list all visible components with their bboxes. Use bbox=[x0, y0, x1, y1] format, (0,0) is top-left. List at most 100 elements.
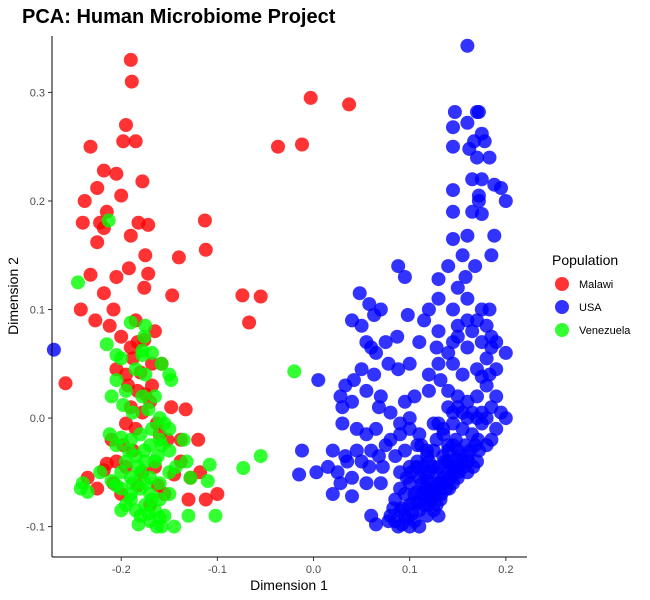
data-point bbox=[121, 261, 136, 276]
data-point bbox=[181, 508, 196, 523]
data-point bbox=[383, 405, 398, 420]
data-point bbox=[393, 427, 408, 442]
data-point bbox=[433, 492, 448, 507]
data-point bbox=[109, 373, 124, 388]
data-point bbox=[178, 402, 193, 417]
data-point bbox=[90, 235, 105, 250]
data-point bbox=[405, 506, 420, 521]
data-point bbox=[431, 272, 446, 287]
data-point bbox=[431, 416, 446, 431]
y-axis-title: Dimension 2 bbox=[5, 257, 21, 335]
data-point bbox=[345, 394, 359, 409]
chart-title: PCA: Human Microbiome Project bbox=[22, 6, 336, 28]
data-point bbox=[470, 389, 484, 404]
data-point bbox=[421, 302, 436, 317]
data-point bbox=[423, 476, 438, 491]
data-point bbox=[147, 389, 162, 404]
data-point bbox=[71, 275, 85, 290]
data-point bbox=[109, 270, 124, 284]
data-point bbox=[93, 465, 108, 480]
data-point bbox=[123, 228, 138, 243]
data-point bbox=[123, 315, 138, 330]
data-point bbox=[487, 228, 502, 243]
series-malawi bbox=[58, 52, 357, 512]
data-point bbox=[102, 318, 117, 333]
data-point bbox=[342, 97, 357, 112]
data-point bbox=[429, 465, 444, 480]
data-point bbox=[498, 411, 513, 426]
data-point bbox=[121, 443, 136, 458]
data-point bbox=[154, 356, 169, 371]
data-point bbox=[400, 308, 415, 322]
data-point bbox=[123, 52, 138, 67]
data-point bbox=[438, 454, 453, 469]
data-point bbox=[460, 115, 475, 130]
data-point bbox=[409, 459, 424, 474]
data-point bbox=[116, 134, 131, 149]
data-point bbox=[141, 266, 156, 281]
data-point bbox=[460, 340, 475, 355]
data-point bbox=[479, 411, 494, 426]
data-point bbox=[123, 340, 138, 355]
data-point bbox=[421, 367, 436, 382]
data-point bbox=[138, 476, 153, 491]
data-point bbox=[333, 476, 348, 491]
data-point bbox=[135, 389, 150, 404]
data-point bbox=[378, 335, 393, 350]
data-point bbox=[325, 443, 340, 458]
x-tick-label: -0.2 bbox=[112, 564, 131, 576]
data-point bbox=[375, 459, 390, 474]
data-point bbox=[447, 105, 462, 119]
plot-area bbox=[46, 38, 513, 534]
data-point bbox=[169, 459, 183, 474]
data-point bbox=[330, 465, 345, 480]
data-point bbox=[345, 470, 359, 485]
data-point bbox=[73, 302, 88, 317]
data-point bbox=[295, 443, 309, 458]
x-tick-label: 0.2 bbox=[498, 564, 513, 576]
data-point bbox=[421, 383, 436, 398]
data-point bbox=[119, 383, 133, 398]
series-venezuela bbox=[71, 213, 302, 534]
data-point bbox=[471, 105, 486, 119]
data-point bbox=[106, 302, 121, 317]
data-point bbox=[137, 329, 152, 344]
data-point bbox=[471, 194, 486, 208]
data-point bbox=[114, 329, 129, 344]
data-point bbox=[441, 345, 456, 360]
data-point bbox=[482, 367, 497, 382]
data-point bbox=[373, 389, 388, 404]
legend-label: Malawi bbox=[579, 279, 613, 291]
data-point bbox=[352, 286, 367, 301]
data-point bbox=[458, 270, 473, 284]
x-tick-label: 0.0 bbox=[306, 564, 321, 576]
data-point bbox=[446, 204, 460, 219]
data-point bbox=[390, 329, 405, 344]
series-usa bbox=[46, 38, 513, 534]
data-point bbox=[125, 405, 140, 420]
legend-item-malawi: Malawi bbox=[555, 277, 613, 291]
data-point bbox=[335, 416, 350, 431]
data-point bbox=[436, 427, 451, 442]
data-point bbox=[446, 302, 460, 317]
data-point bbox=[325, 487, 340, 501]
data-point bbox=[303, 90, 318, 105]
data-point bbox=[311, 373, 326, 388]
data-point bbox=[208, 508, 223, 523]
data-point bbox=[460, 291, 475, 306]
data-point bbox=[131, 517, 146, 532]
data-point bbox=[242, 315, 257, 330]
data-point bbox=[109, 166, 124, 181]
data-point bbox=[373, 476, 388, 491]
data-point bbox=[402, 356, 417, 371]
data-point bbox=[109, 478, 124, 493]
legend: Population Malawi USA Venezuela bbox=[552, 252, 631, 337]
legend-title: Population bbox=[552, 252, 618, 268]
data-point bbox=[446, 183, 460, 198]
data-point bbox=[429, 340, 444, 355]
data-point bbox=[253, 289, 268, 304]
data-point bbox=[109, 438, 124, 453]
data-point bbox=[46, 342, 61, 357]
data-point bbox=[165, 288, 180, 303]
